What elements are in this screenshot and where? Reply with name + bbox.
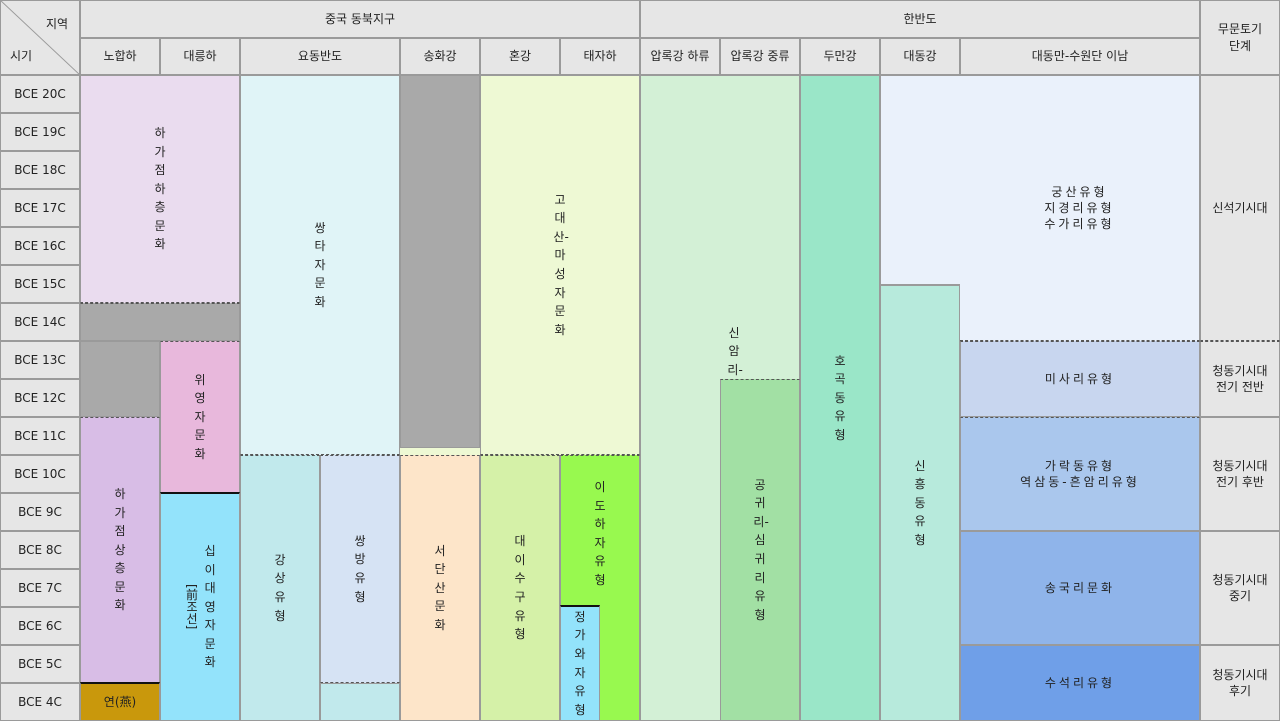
century-label: BCE 10C bbox=[0, 455, 80, 493]
century-label: BCE 17C bbox=[0, 189, 80, 227]
century-label: BCE 13C bbox=[0, 341, 80, 379]
region-pottery-stage: 무문토기 단계 bbox=[1200, 0, 1280, 75]
culture-shuang-fang: 쌍방유형 bbox=[320, 455, 400, 683]
region-korean-peninsula: 한반도 bbox=[640, 0, 1200, 38]
culture-wei-ying-zi: 위영자문화 bbox=[160, 341, 240, 493]
gray-gap-block bbox=[400, 75, 480, 448]
century-label: BCE 4C bbox=[0, 683, 80, 721]
culture-xi-tuan-shan: 서단산문화 bbox=[400, 455, 480, 721]
subregion-header: 압록강 중류 bbox=[720, 38, 800, 75]
century-label: BCE 11C bbox=[0, 417, 80, 455]
corner-diagonal bbox=[0, 0, 80, 75]
culture-gung-san: 궁산유형 지경리유형 수가리유형 bbox=[960, 75, 1200, 341]
century-label: BCE 5C bbox=[0, 645, 80, 683]
subregion-header: 대동만-수원단 이남 bbox=[960, 38, 1200, 75]
subregion-header: 혼강 bbox=[480, 38, 560, 75]
subregion-header: 노합하 bbox=[80, 38, 160, 75]
culture-suseok-ri: 수석리유형 bbox=[960, 645, 1200, 721]
century-label: BCE 8C bbox=[0, 531, 80, 569]
shi-er-tai-name: 십이대영자문화 bbox=[204, 543, 216, 670]
empty-cell bbox=[320, 683, 400, 721]
century-label: BCE 19C bbox=[0, 113, 80, 151]
culture-jing-jia-wa-zi: 정가와자유형 bbox=[560, 605, 600, 721]
stage-neolithic: 신석기시대 bbox=[1200, 75, 1280, 341]
subregion-header: 태자하 bbox=[560, 38, 640, 75]
century-label: BCE 7C bbox=[0, 569, 80, 607]
culture-da-li-shu-gou: 대이수구유형 bbox=[480, 455, 560, 721]
culture-ho-gok-dong: 호곡동유형 bbox=[800, 75, 880, 721]
culture-yan: 연(燕) bbox=[80, 682, 160, 721]
century-label: BCE 15C bbox=[0, 265, 80, 303]
subregion-header: 두만강 bbox=[800, 38, 880, 75]
stage-bronze-early-1: 청동기시대 전기 전반 bbox=[1200, 341, 1280, 417]
corner-time-label: 시기 bbox=[10, 49, 33, 63]
stage-bronze-middle: 청동기시대 중기 bbox=[1200, 531, 1280, 645]
culture-misa-ri: 미사리유형 bbox=[960, 341, 1200, 417]
blank-block bbox=[400, 448, 480, 455]
gray-gap-block bbox=[80, 303, 240, 341]
subregion-header: 요동반도 bbox=[240, 38, 400, 75]
stage-bronze-early-2: 청동기시대 전기 후반 bbox=[1200, 417, 1280, 531]
century-label: BCE 12C bbox=[0, 379, 80, 417]
region-northeast-china: 중국 동북지구 bbox=[80, 0, 640, 38]
culture-gang-shang: 강상유형 bbox=[240, 455, 320, 721]
stage-bronze-late: 청동기시대 후기 bbox=[1200, 645, 1280, 721]
culture-gong-gwi-ri: 공귀리-심귀리유형 bbox=[720, 379, 800, 721]
culture-shi-er-tai: [前조선] 십이대영자문화 bbox=[160, 492, 240, 721]
culture-hajiadian-lower: 하가점하층문화 bbox=[80, 75, 240, 303]
corner-region-label: 지역 bbox=[46, 17, 69, 31]
shi-er-tai-note: [前조선] bbox=[184, 584, 199, 630]
gray-gap-block bbox=[80, 341, 160, 417]
culture-gao-tai-shan: 고대산-마성자문화 bbox=[480, 75, 640, 455]
neolithic-block-upper bbox=[880, 75, 960, 285]
century-label: BCE 20C bbox=[0, 75, 80, 113]
culture-hajiadian-upper: 하가점상층문화 bbox=[80, 417, 160, 683]
subregion-header: 대동강 bbox=[880, 38, 960, 75]
culture-sin-heung-dong: 신흥동유형 bbox=[880, 285, 960, 721]
century-label: BCE 16C bbox=[0, 227, 80, 265]
pottery-stage-label: 무문토기 단계 bbox=[1217, 22, 1263, 53]
culture-garak-dong: 가락동유형 역삼동-흔암리유형 bbox=[960, 417, 1200, 531]
century-label: BCE 6C bbox=[0, 607, 80, 645]
subregion-header: 대릉하 bbox=[160, 38, 240, 75]
century-label: BCE 14C bbox=[0, 303, 80, 341]
culture-shuang-tuo-zi: 쌍타자문화 bbox=[240, 75, 400, 455]
culture-songguk-ri: 송국리문화 bbox=[960, 531, 1200, 645]
subregion-header: 압록강 하류 bbox=[640, 38, 720, 75]
subregion-header: 송화강 bbox=[400, 38, 480, 75]
century-label: BCE 18C bbox=[0, 151, 80, 189]
century-label: BCE 9C bbox=[0, 493, 80, 531]
